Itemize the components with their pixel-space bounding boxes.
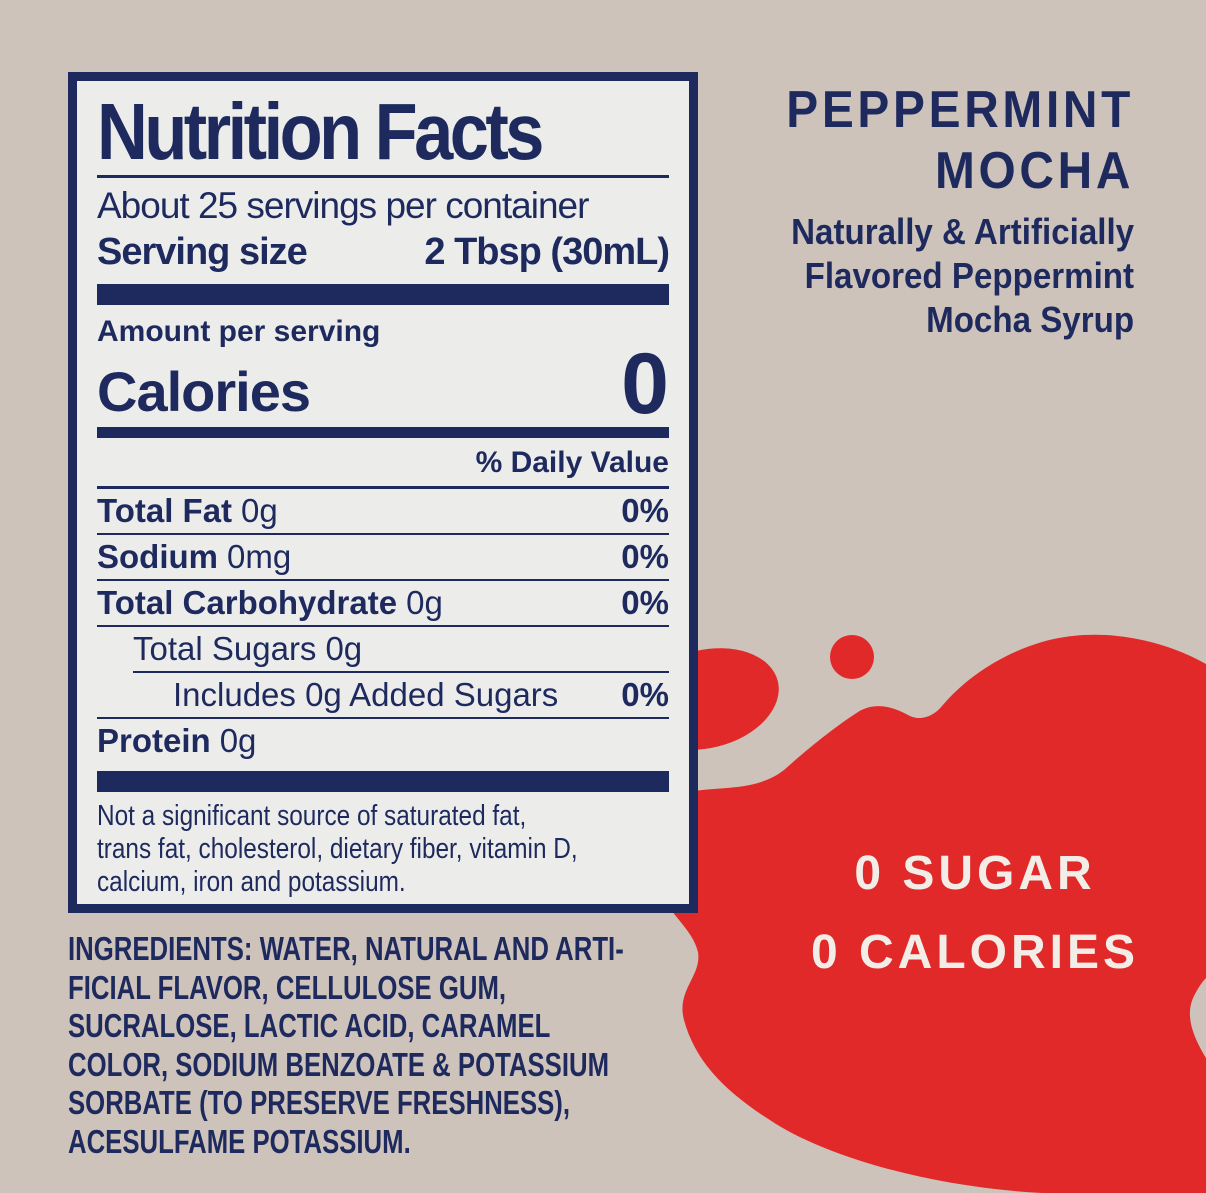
nutrient-row-total-carbohydrate: Total Carbohydrate 0g 0%: [97, 578, 669, 625]
servings-per-container: About 25 servings per container: [97, 185, 589, 226]
nutrient-amount: 0g: [219, 721, 257, 759]
claim-zero-calories: 0 CALORIES: [810, 926, 1140, 979]
nutrient-daily-value: 0%: [621, 675, 669, 713]
ingredients-line: SUCRALOSE, LACTIC ACID, CARAMEL: [68, 1007, 551, 1044]
ingredients-line: ACESULFAME POTASSIUM.: [68, 1122, 411, 1160]
daily-value-header: % Daily Value: [475, 446, 669, 479]
serving-size-label: Serving size: [97, 231, 308, 273]
nutrient-amount: 0g: [406, 583, 443, 621]
splat-droplet: [830, 635, 874, 679]
daily-value-divider: [97, 486, 669, 489]
nutrient-label: Total Fat: [97, 491, 233, 529]
nutrient-amount: 0mg: [227, 537, 292, 575]
calories-value: 0: [621, 336, 669, 432]
nutrient-row-added-sugars: Includes 0g Added Sugars 0%: [133, 670, 669, 717]
brand-subtitle-line3: Mocha Syrup: [926, 299, 1134, 340]
title-divider: [97, 175, 669, 178]
nutrient-row-total-sugars: Total Sugars 0g: [97, 624, 669, 671]
nutrient-label: Includes 0g Added Sugars: [173, 675, 559, 713]
brand-subtitle-line2: Flavored Peppermint: [804, 255, 1134, 296]
nutrient-label: Total Sugars: [133, 629, 317, 667]
divider-thick-top: [97, 284, 669, 305]
ingredients-line: SORBATE (TO PRESERVE FRESHNESS),: [68, 1084, 571, 1121]
splat-blob: [654, 634, 1206, 1193]
serving-size-row: Serving size 2 Tbsp (30mL): [97, 228, 670, 276]
brand-subtitle-line1: Naturally & Artificially: [791, 211, 1134, 252]
nutrition-facts-title: Nutrition Facts: [97, 87, 544, 176]
claim-zero-sugar: 0 SUGAR: [854, 847, 1096, 900]
nutrient-label: Total Carbohydrate: [97, 583, 398, 621]
divider-medium: [97, 427, 669, 438]
nutrient-row-sodium: Sodium 0mg 0%: [97, 532, 669, 579]
footnote: Not a significant source of saturated fa…: [97, 799, 578, 899]
calories-label: Calories: [97, 360, 311, 423]
ingredients-section: INGREDIENTS: WATER, NATURAL AND ARTI- FI…: [68, 930, 624, 1161]
nutrient-amount: 0g: [241, 491, 278, 529]
nutrient-label: Sodium: [97, 537, 218, 575]
brand-title-line1: PEPPERMINT: [786, 81, 1134, 139]
ingredients-line: FICIAL FLAVOR, CELLULOSE GUM,: [68, 968, 507, 1006]
brand-block: PEPPERMINT MOCHA Naturally & Artificiall…: [786, 80, 1134, 342]
nutrient-row-protein: Protein 0g: [97, 716, 669, 763]
ingredients-line: COLOR, SODIUM BENZOATE & POTASSIUM: [68, 1045, 610, 1083]
calories-row: Calories 0: [97, 336, 669, 432]
nutrient-label: Protein: [97, 721, 211, 759]
ingredients-line: INGREDIENTS: WATER, NATURAL AND ARTI-: [68, 930, 624, 967]
divider-thick-bottom: [97, 770, 669, 792]
nutrient-daily-value: 0%: [621, 583, 669, 621]
nutrient-rows: Total Fat 0g 0% Sodium 0mg 0% Total Carb…: [97, 489, 669, 763]
nutrition-facts-panel: Nutrition Facts About 25 servings per co…: [68, 72, 698, 913]
nutrient-daily-value: 0%: [621, 537, 669, 575]
serving-size-value: 2 Tbsp (30mL): [424, 231, 670, 273]
nutrient-row-total-fat: Total Fat 0g 0%: [97, 489, 669, 533]
footnote-line: Not a significant source of saturated fa…: [97, 799, 527, 832]
nutrient-daily-value: 0%: [621, 491, 669, 529]
footnote-line: calcium, iron and potassium.: [97, 865, 406, 898]
brand-title-line2: MOCHA: [934, 142, 1134, 200]
amount-per-serving-label: Amount per serving: [97, 315, 381, 348]
nutrient-amount: 0g: [325, 629, 363, 667]
claims-block: 0 SUGAR 0 CALORIES: [740, 834, 1206, 992]
footnote-line: trans fat, cholesterol, dietary fiber, v…: [97, 832, 578, 865]
